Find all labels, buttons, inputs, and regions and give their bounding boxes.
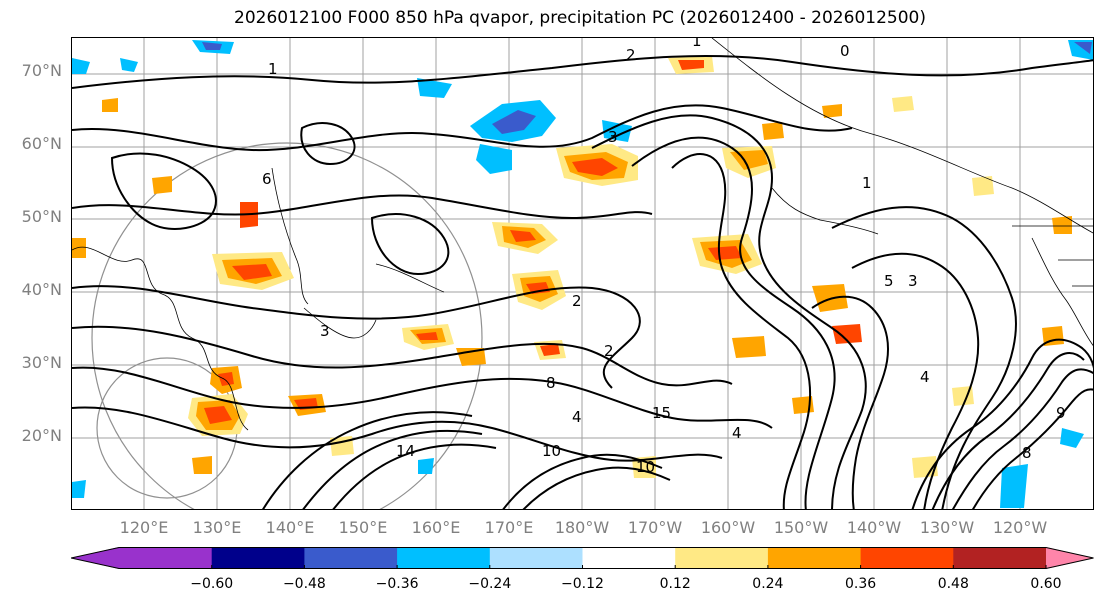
latitude-label: 70°N (21, 61, 62, 80)
colorbar-outline (71, 547, 1094, 569)
contour-label: 10 (636, 458, 655, 476)
precipitation-shading (72, 40, 1093, 508)
colorbar-tick-label: −0.36 (375, 576, 419, 592)
latitude-label: 60°N (21, 134, 62, 153)
contour-label: 5 (884, 272, 894, 290)
colorbar-segment (953, 547, 1047, 569)
latitude-label: 30°N (21, 353, 62, 372)
contour-label: 4 (920, 368, 930, 386)
contour-label: 1 (692, 38, 702, 50)
longitude-label: 140°E (265, 518, 315, 537)
contour-label: 4 (572, 408, 582, 426)
longitude-label: 170°E (484, 518, 534, 537)
contour-label: 10 (542, 442, 561, 460)
longitude-label: 130°W (919, 518, 975, 537)
latitude-label: 40°N (21, 280, 62, 299)
contour-label: 15 (652, 404, 671, 422)
latitude-label: 20°N (21, 426, 62, 445)
colorbar-tick-label: 0.60 (1030, 576, 1062, 592)
colorbar-tick-label: −0.24 (468, 576, 512, 592)
colorbar-segment (860, 547, 954, 569)
map-title: 2026012100 F000 850 hPa qvapor, precipit… (234, 8, 926, 28)
contour-label: 6 (262, 170, 272, 188)
colorbar-segment (582, 547, 676, 569)
longitude-label: 140°W (846, 518, 902, 537)
colorbar-tick-label: −0.48 (282, 576, 326, 592)
latitude-label: 50°N (21, 207, 62, 226)
longitude-label: 150°E (338, 518, 388, 537)
contour-label: 1 (268, 60, 278, 78)
colorbar-tick-label: 0.12 (659, 576, 691, 592)
contour-label: 14 (396, 442, 415, 460)
contour-label-group: 0 1 1 1 2 2 2 3 3 3 4 4 4 5 6 8 8 9 10 1… (262, 38, 1066, 476)
longitude-label: 160°W (700, 518, 756, 537)
colorbar-tick-label: 0.36 (845, 576, 877, 592)
longitude-label: 160°E (411, 518, 461, 537)
longitude-label: 150°W (773, 518, 829, 537)
coastlines (72, 38, 1093, 431)
colorbar-segment (489, 547, 583, 569)
contour-label: 0 (840, 42, 850, 60)
colorbar-extend-high (1046, 547, 1094, 569)
contour-label: 8 (546, 374, 556, 392)
colorbar-tick-label: −0.12 (561, 576, 604, 592)
colorbar-segment (211, 547, 305, 569)
longitude-label: 180°W (554, 518, 610, 537)
colorbar-segment (397, 547, 491, 569)
longitude-label: 130°E (192, 518, 242, 537)
colorbar-tick-label: −0.60 (190, 576, 234, 592)
colorbar-segment (304, 547, 398, 569)
map-panel: 0 1 1 1 2 2 2 3 3 3 4 4 4 5 6 8 8 9 10 1… (71, 37, 1094, 510)
colorbar-segment (119, 547, 213, 569)
contour-label: 2 (604, 342, 614, 360)
contour-label: 8 (1022, 444, 1032, 462)
contour-label: 3 (320, 322, 330, 340)
colorbar-segment (767, 547, 862, 569)
colorbar (71, 547, 1094, 569)
contour-label: 2 (572, 292, 582, 310)
contour-label: 3 (908, 272, 918, 290)
contour-label: 1 (862, 174, 872, 192)
colorbar-tick-label: 0.48 (937, 576, 969, 592)
colorbar-segment (675, 547, 769, 569)
longitude-label: 170°W (627, 518, 683, 537)
colorbar-tick-label: 0.24 (752, 576, 784, 592)
contour-label: 3 (608, 128, 618, 146)
contour-label: 9 (1056, 404, 1066, 422)
map-canvas: 0 1 1 1 2 2 2 3 3 3 4 4 4 5 6 8 8 9 10 1… (72, 38, 1093, 509)
contour-label: 4 (732, 424, 742, 442)
longitude-label: 120°E (119, 518, 169, 537)
qvapor-contours (72, 54, 1093, 509)
colorbar-extend-low (71, 547, 119, 569)
contour-label: 2 (626, 46, 636, 64)
longitude-label: 120°W (992, 518, 1048, 537)
